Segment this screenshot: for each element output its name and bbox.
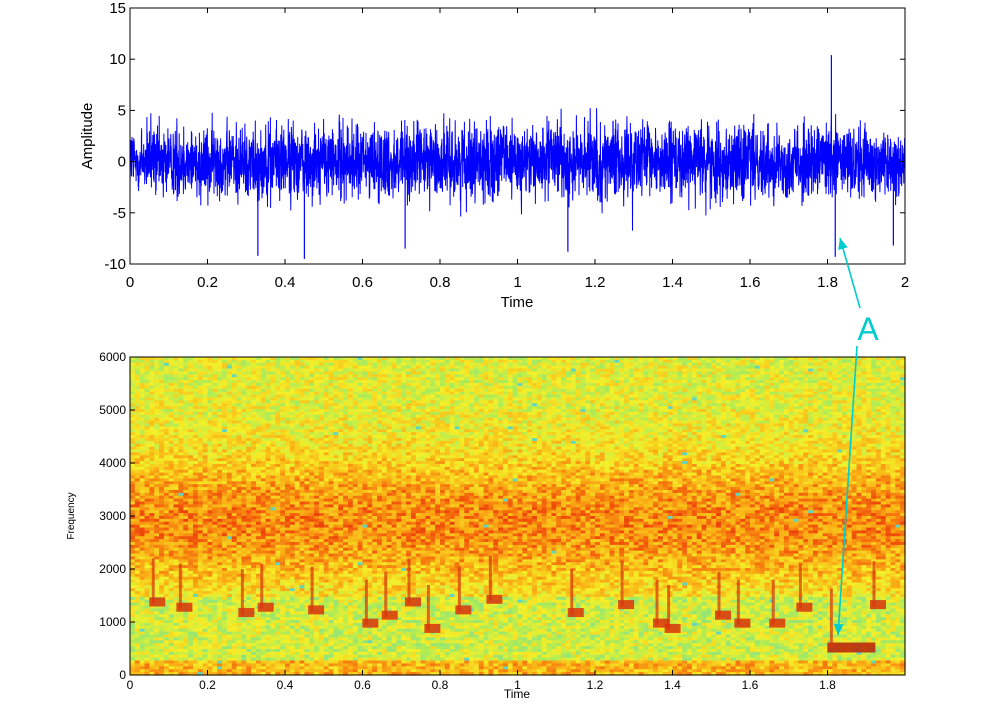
waveform-x-tick-label: 0.2 <box>197 274 218 291</box>
waveform-plot-area <box>130 8 905 264</box>
waveform-x-tick-label: 1.6 <box>740 274 761 291</box>
waveform-x-tick-label: 1.4 <box>662 274 683 291</box>
waveform-y-tick-label: 0 <box>118 154 126 171</box>
waveform-x-tick-label: 0.8 <box>430 274 451 291</box>
waveform-y-tick-label: -5 <box>113 205 126 222</box>
waveform-x-tick-label: 0.6 <box>352 274 373 291</box>
waveform-y-tick-label: -10 <box>104 256 126 273</box>
waveform-x-tick-label: 1.8 <box>817 274 838 291</box>
waveform-x-tick-label: 1 <box>513 274 521 291</box>
waveform-y-label: Amplitude <box>79 103 96 170</box>
waveform-x-label: Time <box>501 294 534 311</box>
waveform-x-tick-label: 0.4 <box>275 274 296 291</box>
waveform-y-tick-label: 10 <box>109 51 126 68</box>
waveform-y-tick-label: 15 <box>109 0 126 17</box>
waveform-y-tick-label: 5 <box>118 102 126 119</box>
spectrogram-heatmap <box>130 357 906 676</box>
waveform-x-tick-label: 2 <box>901 274 909 291</box>
waveform-x-tick-label: 0 <box>126 274 134 291</box>
waveform-x-tick-label: 1.2 <box>585 274 606 291</box>
